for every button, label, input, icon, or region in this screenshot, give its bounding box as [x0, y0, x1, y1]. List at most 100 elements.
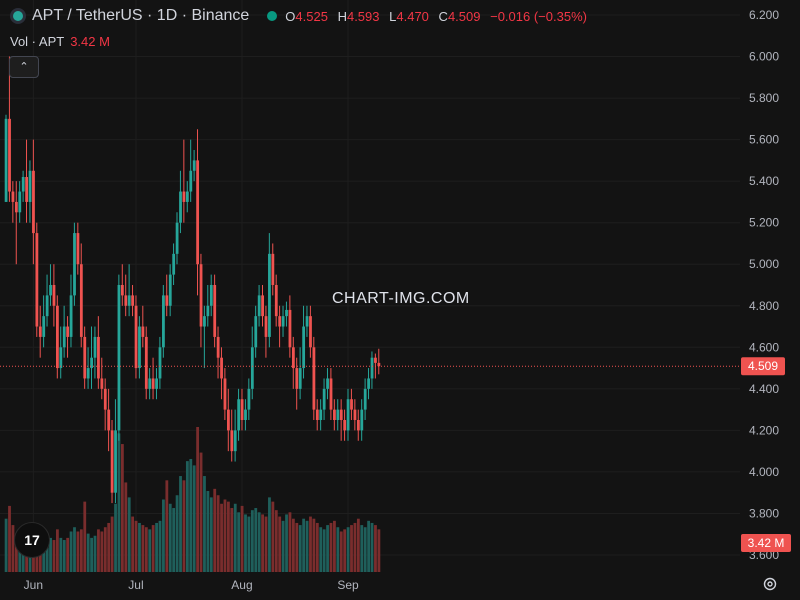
- candle-body[interactable]: [288, 309, 292, 348]
- candle-body[interactable]: [38, 326, 42, 337]
- candle-body[interactable]: [240, 399, 244, 420]
- candle-body[interactable]: [298, 368, 302, 389]
- candle-body[interactable]: [127, 295, 131, 306]
- candle-body[interactable]: [250, 347, 254, 389]
- candle-body[interactable]: [278, 316, 282, 327]
- candle-body[interactable]: [114, 430, 117, 493]
- candle-body[interactable]: [363, 388, 367, 410]
- candle-body[interactable]: [131, 295, 135, 306]
- candle-body[interactable]: [189, 170, 193, 192]
- candle-body[interactable]: [271, 253, 275, 285]
- candle-body[interactable]: [107, 409, 111, 431]
- candle-body[interactable]: [329, 378, 333, 410]
- candle-body[interactable]: [360, 409, 364, 431]
- candle-body[interactable]: [93, 336, 97, 358]
- candle-body[interactable]: [52, 285, 56, 306]
- candle-body[interactable]: [274, 285, 278, 317]
- candle-body[interactable]: [302, 326, 306, 369]
- candle-body[interactable]: [168, 274, 172, 306]
- candle-body[interactable]: [343, 420, 347, 431]
- candle-body[interactable]: [315, 409, 319, 420]
- candle-body[interactable]: [305, 316, 309, 327]
- candle-body[interactable]: [138, 326, 141, 369]
- collapse-legend-button[interactable]: ⌃: [9, 56, 39, 78]
- candle-body[interactable]: [59, 347, 63, 369]
- candle-body[interactable]: [356, 420, 360, 431]
- candle-body[interactable]: [32, 170, 35, 234]
- candle-body[interactable]: [216, 336, 220, 358]
- candle-body[interactable]: [233, 430, 237, 452]
- candle-body[interactable]: [76, 233, 80, 265]
- candle-body[interactable]: [165, 295, 169, 306]
- candle-body[interactable]: [151, 378, 155, 389]
- candle-body[interactable]: [79, 264, 83, 337]
- candle-body[interactable]: [25, 177, 29, 202]
- candle-body[interactable]: [4, 118, 8, 202]
- candle-body[interactable]: [155, 378, 158, 389]
- candle-body[interactable]: [339, 409, 343, 420]
- candle-body[interactable]: [247, 388, 251, 410]
- candle-body[interactable]: [203, 316, 206, 327]
- candle-body[interactable]: [367, 378, 371, 389]
- candle-body[interactable]: [73, 233, 76, 296]
- candle-body[interactable]: [319, 409, 323, 420]
- candle-body[interactable]: [333, 409, 336, 420]
- candle-body[interactable]: [285, 309, 288, 317]
- candle-body[interactable]: [209, 285, 213, 306]
- candle-body[interactable]: [49, 285, 52, 296]
- candle-body[interactable]: [42, 316, 46, 337]
- candle-body[interactable]: [244, 409, 247, 420]
- candle-body[interactable]: [120, 285, 124, 296]
- candle-body[interactable]: [185, 191, 189, 202]
- candle-body[interactable]: [21, 177, 25, 192]
- candle-body[interactable]: [196, 160, 200, 265]
- candle-body[interactable]: [182, 191, 186, 202]
- candle-body[interactable]: [353, 409, 357, 420]
- candle-body[interactable]: [223, 378, 227, 410]
- candle-body[interactable]: [326, 378, 329, 389]
- candle-body[interactable]: [148, 378, 152, 389]
- tradingview-logo-icon[interactable]: 17: [14, 522, 50, 558]
- candle-body[interactable]: [158, 347, 162, 379]
- candle-body[interactable]: [134, 305, 138, 369]
- settings-gear-icon[interactable]: [762, 576, 778, 592]
- candle-body[interactable]: [172, 253, 176, 275]
- candle-body[interactable]: [62, 326, 66, 348]
- candle-body[interactable]: [374, 357, 377, 363]
- candle-body[interactable]: [346, 399, 350, 431]
- candle-body[interactable]: [97, 336, 100, 379]
- candle-body[interactable]: [291, 347, 295, 369]
- candle-body[interactable]: [206, 305, 210, 317]
- candle-body[interactable]: [110, 430, 114, 493]
- candle-body[interactable]: [11, 191, 15, 202]
- candle-body[interactable]: [268, 253, 271, 337]
- candle-body[interactable]: [124, 295, 128, 306]
- candle-body[interactable]: [220, 357, 223, 379]
- candle-body[interactable]: [336, 409, 340, 420]
- candle-body[interactable]: [370, 357, 374, 379]
- candle-body[interactable]: [179, 191, 182, 223]
- symbol-title[interactable]: APT / TetherUS · 1D · Binance: [32, 7, 250, 24]
- candle-body[interactable]: [254, 316, 258, 348]
- candle-body[interactable]: [117, 285, 121, 431]
- candle-body[interactable]: [45, 295, 49, 317]
- candle-body[interactable]: [66, 326, 70, 337]
- candle-body[interactable]: [192, 160, 196, 171]
- candle-body[interactable]: [309, 316, 312, 348]
- candle-body[interactable]: [83, 336, 87, 379]
- candle-body[interactable]: [350, 399, 353, 410]
- candle-body[interactable]: [144, 336, 148, 389]
- candle-body[interactable]: [377, 362, 381, 367]
- candle-body[interactable]: [261, 295, 264, 317]
- candle-body[interactable]: [237, 399, 241, 431]
- candle-body[interactable]: [69, 295, 73, 337]
- candle-body[interactable]: [28, 170, 32, 202]
- candle-body[interactable]: [162, 295, 165, 348]
- candle-body[interactable]: [86, 368, 90, 379]
- candle-body[interactable]: [257, 295, 261, 317]
- candle-body[interactable]: [295, 368, 299, 389]
- candle-body[interactable]: [227, 409, 230, 431]
- candle-body[interactable]: [100, 378, 104, 389]
- candle-body[interactable]: [103, 388, 107, 410]
